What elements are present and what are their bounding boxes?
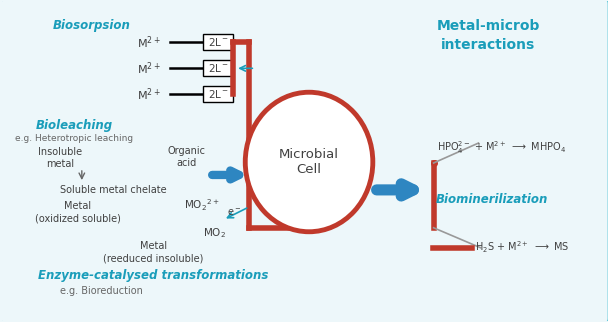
Text: M$^{2+}$: M$^{2+}$	[137, 60, 161, 77]
FancyBboxPatch shape	[204, 34, 233, 50]
Text: 2L$^-$: 2L$^-$	[208, 62, 229, 74]
Text: M$^{2+}$: M$^{2+}$	[137, 86, 161, 102]
Text: Metal-microb
interactions: Metal-microb interactions	[437, 19, 540, 52]
Text: Insoluble
metal: Insoluble metal	[38, 147, 82, 169]
Text: Metal
(reeduced insoluble): Metal (reeduced insoluble)	[103, 242, 204, 264]
FancyBboxPatch shape	[204, 86, 233, 102]
Text: Bioleaching: Bioleaching	[35, 118, 112, 132]
Text: Microbial
Cell: Microbial Cell	[279, 148, 339, 176]
Ellipse shape	[245, 92, 373, 232]
Text: Organic
acid: Organic acid	[167, 146, 206, 168]
Text: 2L$^-$: 2L$^-$	[208, 88, 229, 100]
Text: MO$_2$$^{2+}$: MO$_2$$^{2+}$	[184, 197, 219, 213]
FancyBboxPatch shape	[204, 60, 233, 76]
Text: e$^-$: e$^-$	[227, 207, 242, 218]
Text: HPO$_4^{2-}$ + M$^{2+}$ $\longrightarrow$ MHPO$_4$: HPO$_4^{2-}$ + M$^{2+}$ $\longrightarrow…	[437, 140, 566, 156]
Text: e.g. Bioreduction: e.g. Bioreduction	[60, 286, 143, 296]
Text: Soluble metal chelate: Soluble metal chelate	[60, 185, 167, 195]
Text: M$^{2+}$: M$^{2+}$	[137, 34, 161, 51]
Text: Biosorpsion: Biosorpsion	[53, 19, 131, 32]
Text: Biominerilization: Biominerilization	[436, 194, 548, 206]
Text: 2L$^-$: 2L$^-$	[208, 36, 229, 48]
Text: MO$_2$: MO$_2$	[203, 226, 226, 240]
Text: H$_2$S + M$^{2+}$ $\longrightarrow$ MS: H$_2$S + M$^{2+}$ $\longrightarrow$ MS	[475, 240, 570, 255]
Text: Enzyme-catalysed transformations: Enzyme-catalysed transformations	[38, 269, 269, 282]
Text: Metal
(oxidized soluble): Metal (oxidized soluble)	[35, 201, 121, 223]
Text: e.g. Heterotropic leaching: e.g. Heterotropic leaching	[15, 134, 133, 143]
